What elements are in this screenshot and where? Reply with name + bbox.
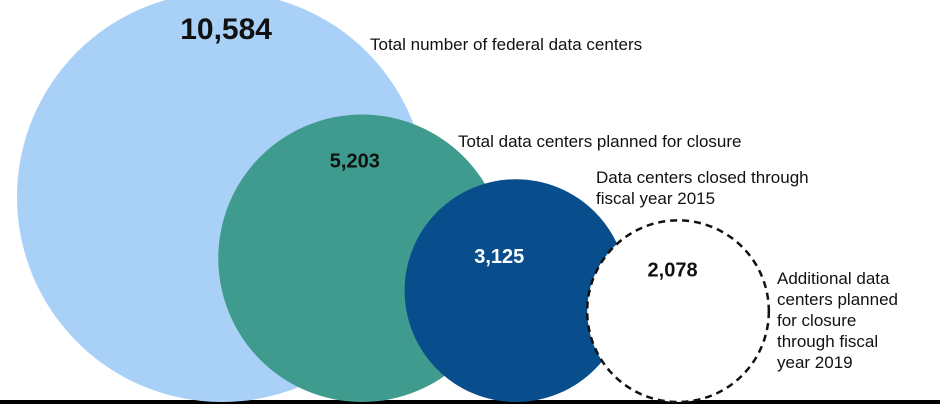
bubble-label-planned-closure: Total data centers planned for closure <box>458 132 742 151</box>
bubble-closed-2015 <box>404 179 628 402</box>
bubble-label-closed-2015: Data centers closed through fiscal year … <box>596 168 809 208</box>
bubble-label-additional-2019: Additional data centers planned for clos… <box>777 269 898 372</box>
bubble-value-additional-2019: 2,078 <box>648 260 698 282</box>
bubble-additional-2019 <box>585 219 771 404</box>
bubble-label-total: Total number of federal data centers <box>370 35 643 54</box>
bubble-value-total: 10,584 <box>180 13 272 46</box>
bubble-value-planned-closure: 5,203 <box>330 151 380 173</box>
bubble-value-closed-2015: 3,125 <box>474 246 524 268</box>
